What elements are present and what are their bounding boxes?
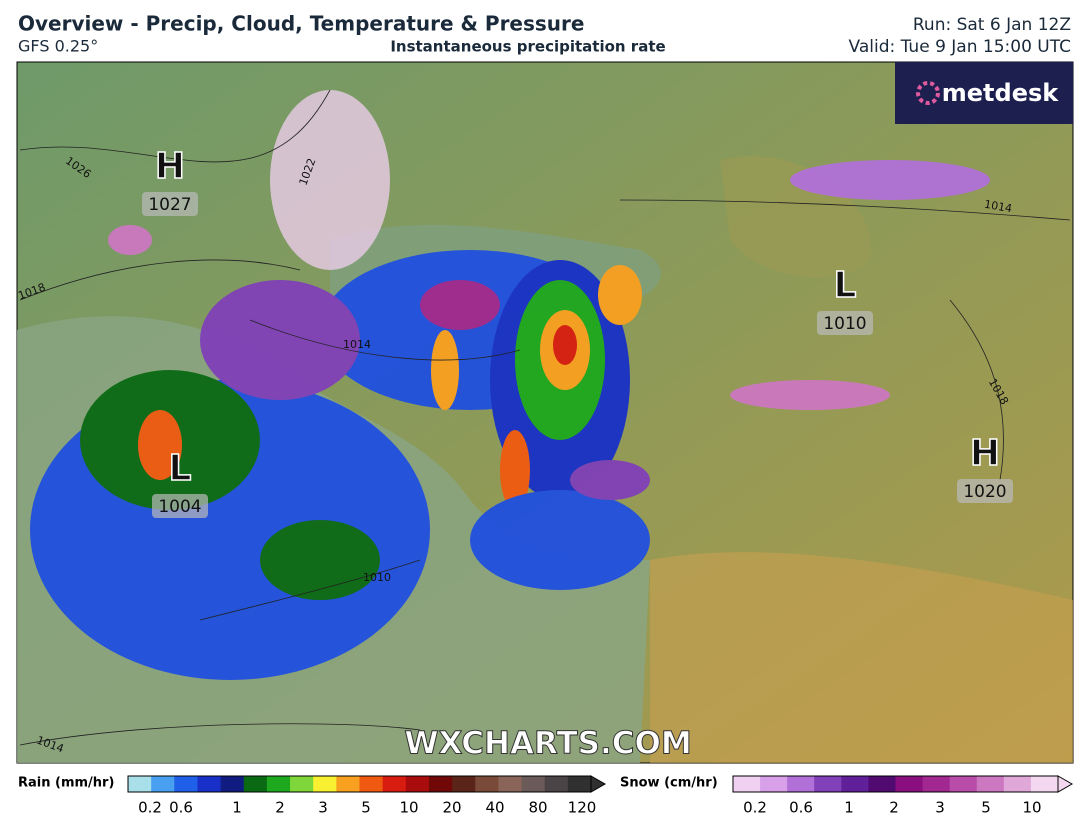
snow-swatch	[760, 776, 788, 792]
rain-tick-label: 20	[442, 799, 461, 817]
rain-swatch	[567, 776, 592, 792]
model: GFS 0.25°	[18, 37, 98, 56]
rain-swatch	[174, 776, 198, 792]
rain-tick-label: 5	[361, 799, 371, 817]
pressure-symbol: L	[169, 448, 192, 489]
snow-bar-outline	[732, 775, 1059, 793]
title: Overview - Precip, Cloud, Temperature & …	[18, 12, 584, 36]
snow-swatch	[1030, 776, 1059, 792]
pressure-value: 1010	[823, 314, 866, 334]
rain-swatch	[151, 776, 175, 792]
snow-swatch	[868, 776, 896, 792]
rain-swatch	[382, 776, 407, 792]
rain-swatch	[290, 776, 314, 792]
rain-swatch	[428, 776, 453, 792]
legend: Rain (mm/hr) Snow (cm/hr)	[18, 776, 718, 791]
rain-swatch	[313, 776, 337, 792]
isobar-label: 1014	[983, 198, 1013, 216]
snow-tick-label: 0.2	[743, 799, 767, 817]
snow-swatch	[814, 776, 842, 792]
rain-swatch	[220, 776, 245, 792]
rain-swatch	[266, 776, 291, 792]
pressure-value: 1027	[148, 195, 191, 215]
snow-swatch	[1003, 776, 1032, 792]
rain-swatch	[359, 776, 384, 792]
rain-tick-label: 10	[399, 799, 418, 817]
rain-swatch	[405, 776, 430, 792]
rain-swatch	[544, 776, 569, 792]
rain-tick-label: 3	[318, 799, 328, 817]
isobar-label: 1010	[363, 571, 391, 584]
rain-bar-outline	[127, 775, 592, 793]
snow-legend-label: Snow (cm/hr)	[620, 776, 718, 791]
run: Run: Sat 6 Jan 12Z	[913, 15, 1071, 35]
rain-arrow	[590, 775, 607, 793]
pressure-box	[142, 192, 198, 216]
snow-swatch	[949, 776, 978, 792]
pressure-box	[817, 311, 873, 335]
snow-tick-label: 1	[844, 799, 854, 817]
subtitle: Instantaneous precipitation rate	[390, 38, 665, 56]
watermark: WXCHARTS.COM	[404, 726, 691, 762]
rain-tick-label: 2	[275, 799, 285, 817]
snow-tick-label: 0.6	[789, 799, 813, 817]
logo: metdesk	[942, 79, 1060, 107]
snow-swatch	[787, 776, 815, 792]
rain-legend-label: Rain (mm/hr)	[18, 776, 114, 791]
snow-tick-label: 3	[935, 799, 945, 817]
rain-swatch	[452, 776, 476, 792]
snow-arrow	[1057, 775, 1074, 793]
rain-swatch	[336, 776, 360, 792]
rain-swatch	[521, 776, 546, 792]
rain-tick-label: 1	[232, 799, 242, 817]
rain-swatch	[128, 776, 152, 792]
snow-tick-label: 5	[981, 799, 991, 817]
pressure-symbol: H	[970, 433, 1000, 474]
snow-swatch	[922, 776, 951, 792]
rain-tick-label: 80	[528, 799, 547, 817]
pressure-symbol: L	[834, 265, 857, 306]
rain-swatch	[197, 776, 222, 792]
rain-swatch	[475, 776, 499, 792]
snow-tick-label: 10	[1022, 799, 1041, 817]
rain-tick-label: 0.6	[169, 799, 193, 817]
isobar-label: 1014	[343, 338, 371, 351]
pressure-box	[152, 494, 208, 518]
valid: Valid: Tue 9 Jan 15:00 UTC	[849, 37, 1071, 57]
snow-swatch	[976, 776, 1005, 792]
snow-tick-label: 2	[889, 799, 899, 817]
pressure-value: 1020	[963, 482, 1006, 502]
rain-swatch	[243, 776, 268, 792]
rain-tick-label: 40	[485, 799, 504, 817]
pressure-box	[957, 479, 1013, 503]
snow-swatch	[895, 776, 924, 792]
snow-swatch	[733, 776, 761, 792]
map: metdesk WXCHARTS.COM	[16, 61, 1074, 764]
snow-swatch	[841, 776, 869, 792]
rain-tick-label: 120	[568, 799, 597, 817]
pressure-value: 1004	[158, 497, 201, 517]
rain-swatch	[498, 776, 523, 792]
pressure-symbol: H	[155, 146, 185, 187]
rain-tick-label: 0.2	[138, 799, 162, 817]
